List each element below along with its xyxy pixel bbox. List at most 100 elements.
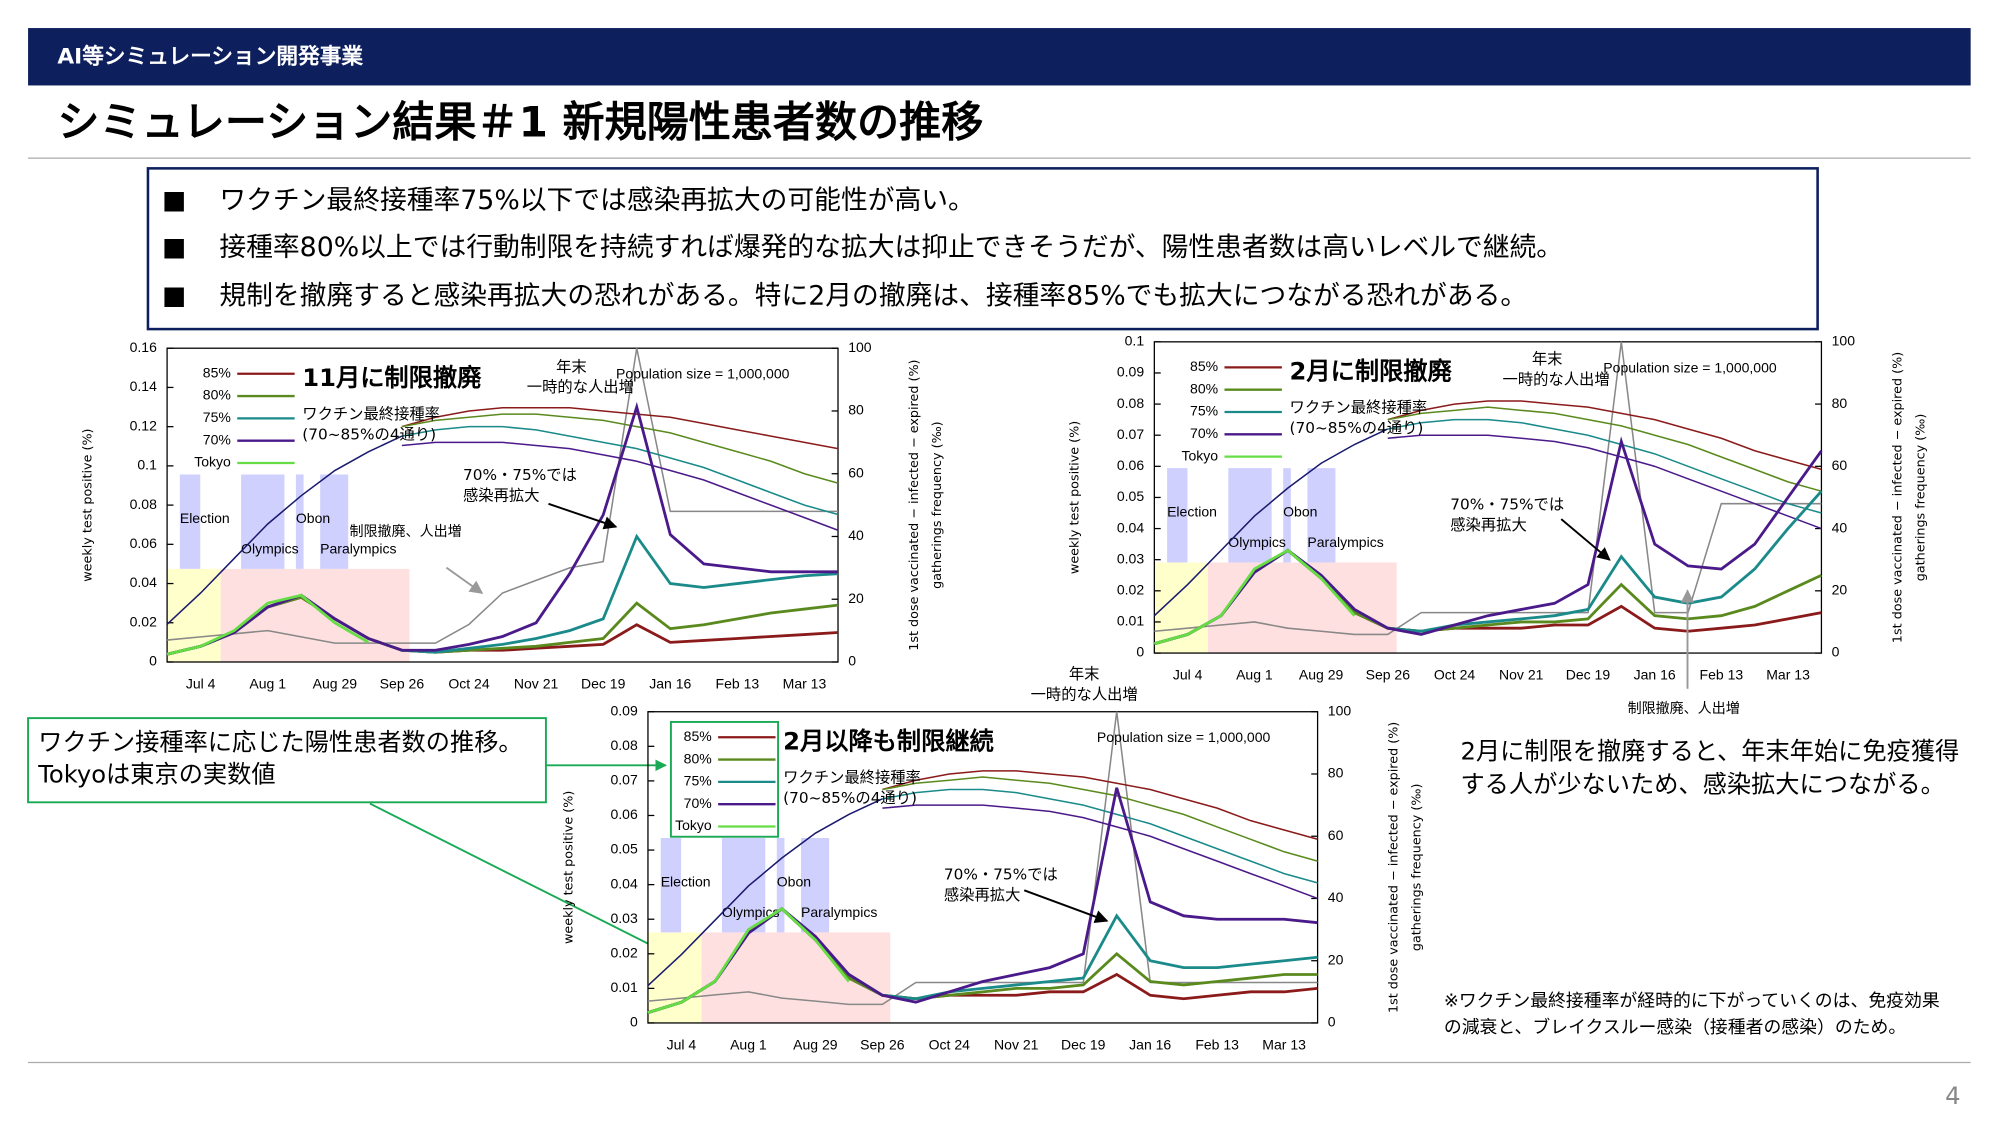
x-tick-label: Nov 21 bbox=[1499, 667, 1544, 683]
x-tick-label: Dec 19 bbox=[581, 676, 626, 692]
series-line bbox=[1387, 400, 1822, 471]
y-tick-label: 0.03 bbox=[610, 910, 637, 926]
event-label: Election bbox=[1167, 503, 1217, 519]
callout: Tokyoは東京の実数値 bbox=[37, 761, 275, 789]
x-tick-label: Sep 26 bbox=[380, 676, 425, 692]
legend-note: ワクチン最終接種率 bbox=[302, 405, 440, 423]
y-tick-label: 0.04 bbox=[610, 875, 637, 891]
y2-axis-label: gatherings frequency (‰) bbox=[1410, 784, 1425, 952]
bullet-box bbox=[146, 167, 1819, 331]
y-tick-label: 0.06 bbox=[1117, 457, 1144, 473]
event-bar bbox=[241, 474, 285, 569]
event-label: Olympics bbox=[722, 904, 780, 920]
event-label: Obon bbox=[296, 510, 330, 526]
bullet: 接種率80%以上では行動制限を持続すれば爆発的な拡大は抑止できそうだが、陽性患者… bbox=[219, 232, 1563, 263]
bullet-marker: ■ bbox=[162, 281, 186, 311]
series-line bbox=[882, 770, 1318, 841]
region bbox=[701, 932, 891, 1023]
series-line bbox=[647, 798, 883, 987]
annotation-arrow bbox=[548, 502, 618, 530]
footnote: の減衰と、ブレイクスルー感染（接種者の感染）のため。 bbox=[1444, 1016, 1906, 1038]
y2-tick-label: 100 bbox=[1328, 702, 1352, 718]
right-note: 2月に制限を撤廃すると、年末年始に免疫獲得 bbox=[1460, 738, 1959, 766]
x-tick-label: Sep 26 bbox=[860, 1037, 905, 1053]
x-tick-label: Aug 1 bbox=[1236, 667, 1273, 683]
y2-axis-label: 1st dose vaccinated − infected − expired… bbox=[1890, 352, 1905, 643]
event-bar bbox=[1307, 468, 1336, 563]
bullet-marker: ■ bbox=[162, 186, 186, 216]
series-line bbox=[1387, 434, 1822, 530]
y2-tick-label: 40 bbox=[848, 527, 864, 543]
y-tick-label: 0.08 bbox=[130, 496, 157, 512]
y-tick-label: 0.02 bbox=[130, 613, 157, 629]
y2-tick-label: 40 bbox=[1832, 519, 1848, 535]
bullet: ワクチン最終接種率75%以下では感染再拡大の可能性が高い。 bbox=[219, 185, 974, 216]
annotation-arrow bbox=[1560, 518, 1611, 561]
y-tick-label: 0.1 bbox=[1125, 333, 1145, 349]
section-title: AI等シミュレーション開発事業 bbox=[57, 43, 363, 69]
chart-title: 11月に制限撤廃 bbox=[302, 364, 482, 392]
legend-label: 85% bbox=[1190, 358, 1218, 374]
y-tick-label: 0 bbox=[149, 653, 157, 669]
y2-axis-label: gatherings frequency (‰) bbox=[930, 421, 945, 589]
legend-note: ワクチン最終接種率 bbox=[1290, 399, 1428, 417]
series-line bbox=[1153, 436, 1823, 646]
x-tick-label: Nov 21 bbox=[994, 1037, 1039, 1053]
event-bar bbox=[1167, 468, 1188, 563]
y2-tick-label: 80 bbox=[1328, 765, 1344, 781]
y2-tick-label: 60 bbox=[1832, 457, 1848, 473]
legend-note: (70~85%の4通り) bbox=[1290, 419, 1424, 437]
series-line bbox=[166, 435, 403, 625]
x-tick-label: Jan 16 bbox=[1129, 1037, 1171, 1053]
legend-label: 75% bbox=[684, 773, 712, 789]
y-tick-label: 0.09 bbox=[610, 702, 637, 718]
annotation-arrow bbox=[445, 566, 484, 594]
x-tick-label: Aug 1 bbox=[730, 1037, 767, 1053]
series-line bbox=[882, 804, 1318, 900]
event-bar bbox=[295, 474, 304, 569]
event-label: Obon bbox=[1283, 503, 1317, 519]
y-tick-label: 0.07 bbox=[610, 772, 637, 788]
series-line bbox=[1387, 418, 1822, 514]
y-tick-label: 0.07 bbox=[1117, 426, 1144, 442]
y-tick-label: 0.04 bbox=[1117, 519, 1144, 535]
y2-tick-label: 100 bbox=[1832, 333, 1856, 349]
series-line bbox=[401, 425, 839, 516]
resurgence-label: 70%・75%では bbox=[1450, 496, 1564, 514]
y-tick-label: 0.06 bbox=[610, 806, 637, 822]
y2-tick-label: 60 bbox=[1328, 827, 1344, 843]
x-tick-label: Feb 13 bbox=[716, 676, 760, 692]
y-tick-label: 0.06 bbox=[130, 535, 157, 551]
y-tick-label: 0.05 bbox=[610, 841, 637, 857]
population: Population size = 1,000,000 bbox=[1603, 359, 1777, 375]
event-label: Obon bbox=[777, 873, 811, 889]
x-tick-label: Feb 13 bbox=[1195, 1037, 1239, 1053]
population: Population size = 1,000,000 bbox=[1097, 729, 1271, 745]
series-line bbox=[401, 413, 839, 484]
callout: ワクチン接種率に応じた陽性患者数の推移。 bbox=[38, 729, 522, 757]
x-tick-label: Jul 4 bbox=[1173, 667, 1203, 683]
y-tick-label: 0.14 bbox=[130, 378, 157, 394]
y-tick-label: 0.09 bbox=[1117, 364, 1144, 380]
event-label: Olympics bbox=[241, 540, 299, 556]
callout-box bbox=[27, 717, 547, 804]
y-tick-label: 0.05 bbox=[1117, 488, 1144, 504]
right-note: する人が少ないため、感染拡大につながる。 bbox=[1460, 771, 1944, 799]
series-line bbox=[166, 401, 839, 656]
y-tick-label: 0.04 bbox=[130, 574, 157, 590]
event-bar bbox=[721, 838, 766, 933]
year-end-label: 一時的な人出増 bbox=[527, 378, 634, 396]
resurgence-label: 70%・75%では bbox=[944, 866, 1058, 884]
page-number: 4 bbox=[1945, 1082, 1960, 1110]
resurgence-label: 70%・75%では bbox=[463, 466, 577, 484]
year-end-label: 年末 bbox=[556, 358, 587, 376]
x-tick-label: Jan 16 bbox=[649, 676, 691, 692]
x-tick-label: Mar 13 bbox=[783, 676, 827, 692]
y-axis-label: weekly test positive (%) bbox=[561, 791, 576, 944]
x-tick-label: Aug 1 bbox=[249, 676, 286, 692]
resurgence-label: 感染再拡大 bbox=[944, 886, 1021, 904]
series-line bbox=[882, 776, 1318, 862]
legend-label: 70% bbox=[684, 795, 712, 811]
y2-axis-label: 1st dose vaccinated − infected − expired… bbox=[1387, 722, 1402, 1013]
